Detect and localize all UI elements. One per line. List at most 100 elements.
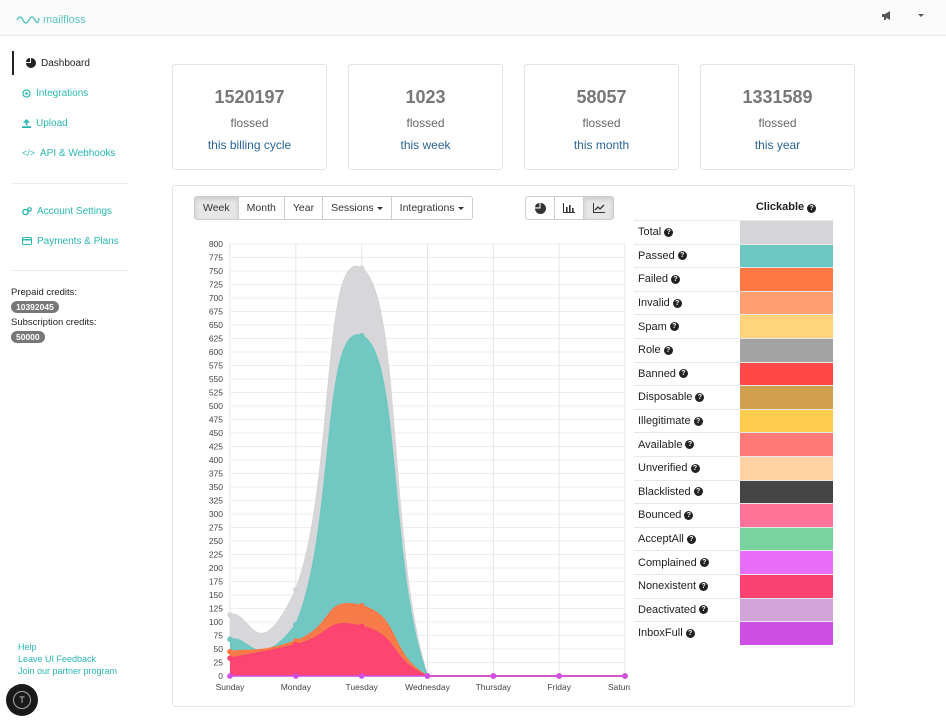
legend-row-banned[interactable]: Banned?	[634, 361, 833, 386]
data-point[interactable]	[293, 641, 299, 648]
line-view-button[interactable]	[584, 197, 613, 219]
bar-view-button[interactable]	[555, 197, 584, 219]
avatar[interactable]: T	[6, 684, 38, 716]
legend-swatch[interactable]	[740, 457, 833, 480]
help-icon[interactable]: ?	[699, 605, 709, 615]
range-month-button[interactable]: Month	[238, 197, 285, 219]
help-icon[interactable]: ?	[669, 322, 679, 332]
data-point[interactable]	[227, 612, 233, 618]
sidebar-item-payments-plans[interactable]: Payments & Plans	[12, 229, 119, 253]
legend-row-inboxfull[interactable]: InboxFull?	[634, 621, 833, 645]
legend-row-nonexistent[interactable]: Nonexistent?	[634, 574, 833, 598]
help-icon[interactable]: ?	[699, 558, 709, 568]
legend-swatch[interactable]	[740, 268, 833, 291]
range-week-button[interactable]: Week	[195, 197, 239, 219]
sidebar-item-api-webhooks[interactable]: </> API & Webhooks	[22, 147, 116, 159]
legend-row-passed[interactable]: Passed?	[634, 243, 833, 268]
data-point[interactable]	[622, 673, 628, 679]
data-point[interactable]	[424, 673, 431, 679]
help-icon[interactable]: ?	[678, 369, 688, 379]
legend-row-available[interactable]: Available?	[634, 432, 833, 456]
help-icon[interactable]: ?	[684, 510, 694, 520]
legend-swatch[interactable]	[740, 409, 833, 433]
stat-period-link[interactable]: this year	[754, 138, 801, 152]
data-point[interactable]	[358, 673, 365, 679]
legend-row-bounced[interactable]: Bounced?	[634, 503, 833, 527]
data-point[interactable]	[227, 636, 233, 643]
legend-swatch[interactable]	[740, 362, 833, 386]
legend-row-unverified[interactable]: Unverified?	[634, 456, 833, 480]
sidebar-item-account-settings[interactable]: Account Settings	[12, 199, 112, 223]
help-icon[interactable]: ?	[690, 463, 700, 473]
help-icon[interactable]: ?	[685, 440, 695, 450]
partner-program-link[interactable]: Join our partner program	[18, 666, 118, 676]
data-point[interactable]	[293, 673, 299, 679]
data-point[interactable]	[556, 673, 562, 679]
legend-row-deactivated[interactable]: Deactivated?	[634, 597, 833, 622]
data-point[interactable]	[293, 586, 299, 593]
help-link[interactable]: Help	[18, 642, 37, 652]
legend-swatch[interactable]	[740, 339, 833, 362]
legend-swatch[interactable]	[740, 527, 833, 551]
data-point[interactable]	[358, 603, 365, 609]
legend-row-role[interactable]: Role?	[634, 338, 833, 362]
stat-period-link[interactable]: this month	[573, 138, 630, 152]
legend-swatch[interactable]	[740, 315, 833, 338]
help-icon[interactable]: ?	[693, 487, 703, 497]
legend-row-failed[interactable]: Failed?	[634, 267, 833, 291]
legend-swatch[interactable]	[740, 480, 833, 504]
legend-swatch[interactable]	[740, 433, 833, 456]
feedback-link[interactable]: Leave UI Feedback	[18, 654, 97, 664]
pie-view-button[interactable]	[526, 197, 555, 219]
legend-row-acceptall[interactable]: AcceptAll?	[634, 526, 833, 551]
help-icon[interactable]: ?	[807, 204, 817, 213]
legend-row-illegitimate[interactable]: Illegitimate?	[634, 408, 833, 433]
legend-swatch[interactable]	[740, 551, 833, 574]
legend-swatch[interactable]	[740, 244, 833, 268]
legend-swatch[interactable]	[740, 386, 833, 409]
sessions-dropdown[interactable]: Sessions	[323, 197, 392, 219]
legend-swatch[interactable]	[740, 575, 833, 598]
sidebar-item-integrations[interactable]: Integrations	[12, 81, 88, 105]
help-icon[interactable]: ?	[663, 345, 673, 355]
circle-plus-icon	[22, 88, 31, 98]
legend-row-spam[interactable]: Spam?	[634, 314, 833, 338]
integrations-dropdown[interactable]: Integrations	[391, 197, 472, 219]
help-icon[interactable]: ?	[699, 581, 709, 591]
legend-row-total[interactable]: Total?	[634, 220, 833, 244]
help-icon[interactable]: ?	[685, 628, 695, 638]
data-point[interactable]	[358, 623, 365, 630]
legend-swatch[interactable]	[740, 291, 833, 315]
legend-row-invalid[interactable]: Invalid?	[634, 290, 833, 315]
data-point[interactable]	[227, 648, 233, 655]
legend-row-blacklisted[interactable]: Blacklisted?	[634, 479, 833, 504]
stat-period-link[interactable]: this week	[400, 138, 451, 152]
help-icon[interactable]: ?	[686, 534, 696, 544]
user-menu-caret[interactable]	[918, 14, 924, 17]
legend-swatch[interactable]	[740, 598, 833, 622]
help-icon[interactable]: ?	[672, 298, 682, 308]
help-icon[interactable]: ?	[670, 274, 680, 284]
data-point[interactable]	[227, 655, 233, 661]
data-point[interactable]	[293, 621, 299, 628]
help-icon[interactable]: ?	[664, 227, 674, 237]
legend-row-disposable[interactable]: Disposable?	[634, 385, 833, 409]
legend-swatch[interactable]	[740, 622, 833, 645]
stat-period-link[interactable]: this billing cycle	[207, 138, 292, 152]
data-point[interactable]	[227, 673, 233, 679]
data-point[interactable]	[358, 265, 365, 272]
sidebar-item-upload[interactable]: Upload	[12, 111, 68, 135]
help-icon[interactable]: ?	[693, 416, 703, 426]
data-point[interactable]	[490, 673, 497, 679]
legend-swatch[interactable]	[740, 504, 833, 527]
legend-swatch[interactable]	[740, 221, 833, 244]
sidebar-item-dashboard[interactable]: Dashboard	[12, 51, 90, 75]
data-point[interactable]	[358, 333, 365, 339]
help-icon[interactable]: ?	[695, 392, 705, 402]
legend-label: Unverified?	[634, 457, 740, 480]
megaphone-icon[interactable]	[881, 10, 893, 21]
range-year-button[interactable]: Year	[284, 197, 324, 219]
logo[interactable]: mailfloss	[16, 14, 86, 26]
help-icon[interactable]: ?	[677, 251, 687, 261]
legend-row-complained[interactable]: Complained?	[634, 550, 833, 574]
